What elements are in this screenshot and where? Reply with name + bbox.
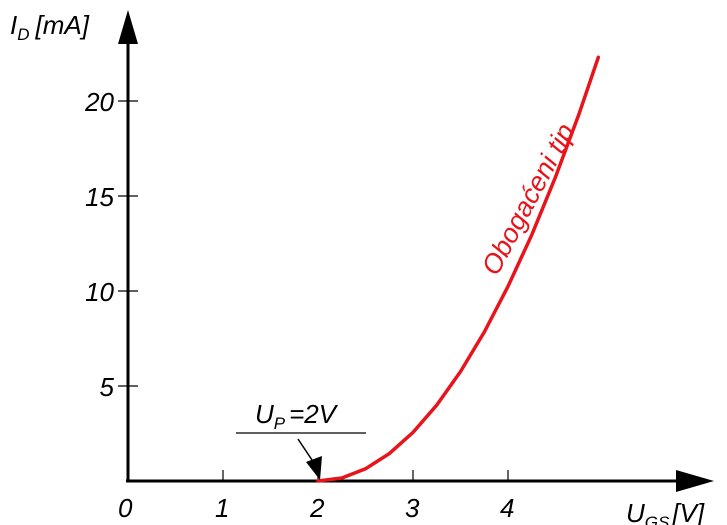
y-tick-label: 5: [100, 372, 115, 402]
annotation-pointer-arrowhead: [306, 456, 322, 480]
y-axis-title: ID [mA]: [10, 10, 90, 44]
x-axis-unit: [V]: [671, 498, 705, 525]
annotation-symbol: U: [255, 399, 274, 429]
x-tick-label: 4: [500, 493, 514, 523]
y-axis-subscript: D: [17, 25, 29, 44]
x-axis-title: UGS [V]: [626, 498, 705, 525]
annotation-subscript: P: [274, 414, 286, 433]
y-axis-arrowhead: [118, 10, 138, 44]
series-label-obogaceni-tip: Obogaćeni tip: [476, 119, 581, 280]
annotation-pinch-off-label: UP =2V: [255, 399, 339, 433]
origin-label: 0: [118, 493, 133, 523]
x-axis-arrowhead: [676, 470, 714, 492]
x-axis-symbol: U: [626, 498, 645, 525]
x-tick-label: 3: [405, 493, 420, 523]
y-axis-unit: [mA]: [35, 10, 90, 40]
x-axis-ticks: 1 2 3 4: [215, 470, 514, 523]
x-tick-label: 2: [309, 493, 325, 523]
x-tick-label: 1: [215, 493, 229, 523]
y-axis-symbol: I: [10, 10, 17, 40]
x-axis-subscript: GS: [645, 513, 670, 525]
y-tick-label: 15: [85, 182, 114, 212]
series-curve-obogaceni-tip: [316, 55, 601, 483]
annotation-value: =2V: [289, 399, 339, 429]
y-tick-label: 10: [85, 277, 114, 307]
annotation-pointer-line: [297, 438, 315, 464]
y-axis-ticks: 5 10 15 20: [84, 87, 138, 402]
y-tick-label: 20: [84, 87, 114, 117]
